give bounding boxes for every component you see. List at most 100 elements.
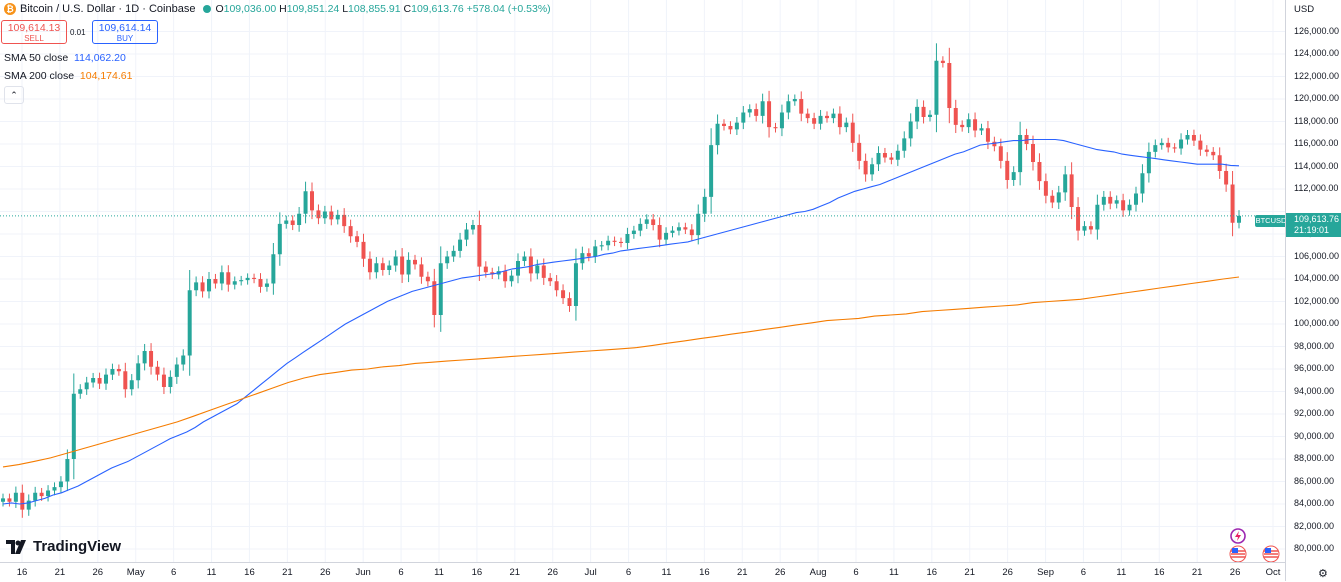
symbol-title[interactable]: Bitcoin / U.S. Dollar · 1D · Coinbase (20, 3, 196, 15)
candle-body (194, 282, 199, 291)
candle-body (1185, 135, 1190, 140)
candle-body (174, 364, 179, 377)
candle-body (767, 101, 772, 128)
time-tick-label: 6 (1080, 567, 1087, 578)
candle-body (1108, 196, 1113, 204)
candle-body (812, 118, 817, 124)
price-axis[interactable]: USD 126,000.00 124,000.00 122,000.00 120,00… (1285, 0, 1341, 581)
candle-body (1237, 215, 1241, 223)
time-tick-label: 21 (54, 567, 66, 578)
candle-body (657, 225, 662, 240)
candle-countdown: 21:19:01 (1294, 225, 1330, 235)
candle-body (1204, 149, 1209, 152)
us-flag-icon[interactable] (1229, 545, 1247, 562)
time-tick-label: 26 (1229, 567, 1241, 578)
candle-body (1198, 140, 1203, 150)
us-flag-icon[interactable] (1262, 545, 1280, 562)
spread-value: 0.01 (70, 28, 86, 37)
candle-body (329, 211, 334, 220)
time-tick-label: 21 (964, 567, 976, 578)
candle-body (541, 265, 546, 278)
candle-body (91, 378, 96, 383)
candle-body (200, 282, 205, 292)
candle-body (239, 280, 244, 282)
buy-button[interactable]: 109,614.14 BUY (92, 20, 158, 44)
candle-body (1172, 147, 1177, 149)
price-tick-label: 86,000.00 (1294, 475, 1335, 486)
candle-body (953, 108, 958, 125)
candle-body (400, 256, 405, 275)
sell-button[interactable]: 109,614.13 SELL (1, 20, 67, 44)
candle-body (1217, 155, 1222, 171)
time-tick-label: 21 (1191, 567, 1203, 578)
candle-body (644, 219, 649, 224)
price-tick-label: 82,000.00 (1294, 520, 1335, 531)
candle-body (593, 246, 598, 257)
candle-body (998, 146, 1003, 161)
time-tick-label: Sep (1037, 567, 1054, 578)
price-tick-label: 84,000.00 (1294, 498, 1335, 508)
candle-body (116, 369, 121, 372)
time-tick-label: 11 (661, 567, 672, 578)
candle-body (876, 153, 881, 165)
candle-body (20, 492, 25, 510)
candle-body (26, 500, 31, 510)
time-axis[interactable]: 16 21 26 May 6 11 16 21 26 Jun 6 11 16 21 26 Jul 6 11 16 21… (0, 562, 1285, 582)
candle-body (889, 157, 894, 160)
price-tick-label: 126,000.00 (1294, 25, 1340, 36)
candle-body (818, 115, 823, 124)
sma200-legend[interactable]: SMA 200 close 104,174.61 (4, 70, 133, 82)
price-tick-label: 120,000.00 (1294, 93, 1340, 103)
candle-body (966, 119, 971, 128)
candle-body (831, 113, 836, 119)
candle-body (779, 112, 784, 129)
candle-body (554, 281, 559, 291)
candle-body (895, 150, 900, 160)
candle-body (232, 281, 237, 285)
price-tick-label: 96,000.00 (1294, 363, 1335, 373)
chart-area[interactable]: ₿ Bitcoin / U.S. Dollar · 1D · Coinbase … (0, 0, 1285, 562)
collapse-legend-button[interactable]: ⌃ (4, 86, 24, 104)
candle-body (39, 492, 44, 497)
time-tick-label: 11 (888, 567, 899, 578)
candle-body (310, 191, 314, 211)
candle-body (290, 220, 295, 225)
time-tick-label: 16 (926, 567, 938, 578)
sma200-line[interactable] (2, 276, 1240, 468)
candle-body (387, 265, 392, 270)
candle-body (535, 265, 540, 274)
price-chart[interactable] (0, 0, 1285, 562)
candle-body (734, 122, 739, 130)
market-status-icon[interactable] (203, 5, 212, 13)
sma50-line[interactable] (2, 138, 1240, 505)
candle-body (110, 369, 115, 375)
time-tick-label: 26 (547, 567, 559, 578)
candle-body (1211, 151, 1216, 156)
time-tick-label: 16 (244, 567, 255, 578)
candle-body (419, 264, 424, 277)
candle-body (123, 371, 128, 390)
candle-body (1114, 200, 1119, 204)
candle-body (355, 236, 360, 242)
candle-body (245, 277, 250, 281)
currency-label[interactable]: USD (1294, 4, 1315, 15)
candle-body (863, 160, 868, 175)
candle-body (934, 60, 939, 115)
candle-body (696, 213, 701, 236)
candle-body (264, 283, 269, 287)
candle-body (348, 226, 353, 237)
candle-body (882, 153, 887, 158)
time-tick-label: 26 (1002, 567, 1013, 578)
ohlc-values: O109,036.00 H109,851.24 L108,855.91 C109… (215, 3, 551, 15)
candle-body (1153, 145, 1158, 152)
time-tick-label: Aug (809, 567, 827, 578)
settings-icon[interactable]: ⚙ (1318, 568, 1328, 580)
candle-body (84, 382, 89, 390)
events-icon[interactable] (1229, 527, 1247, 545)
candle-body (380, 263, 385, 270)
candle-body (477, 225, 482, 267)
tradingview-logo[interactable]: TradingView (6, 538, 121, 555)
candle-body (638, 223, 643, 231)
candle-body (928, 114, 932, 117)
sma50-legend[interactable]: SMA 50 close 114,062.20 (4, 52, 126, 64)
